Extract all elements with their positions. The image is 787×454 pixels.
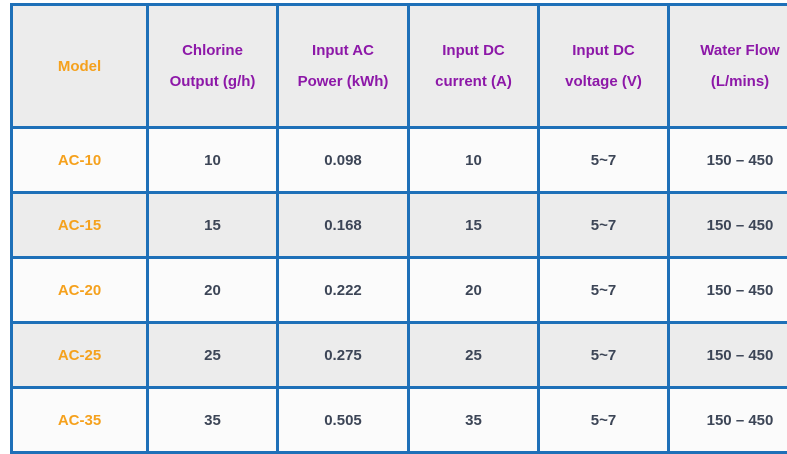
table-row: AC-10 10 0.098 10 5~7 150 – 450 <box>12 128 787 193</box>
column-header-input-dc-current: Input DC current (A) <box>409 5 539 128</box>
value-cell: 25 <box>409 323 539 388</box>
model-cell: AC-15 <box>12 193 148 258</box>
model-cell: AC-10 <box>12 128 148 193</box>
column-header-water-flow: Water Flow (L/mins) <box>669 5 787 128</box>
value-cell: 5~7 <box>539 388 669 453</box>
value-cell: 5~7 <box>539 258 669 323</box>
model-cell: AC-25 <box>12 323 148 388</box>
value-cell: 20 <box>409 258 539 323</box>
header-row: Model Chlorine Output (g/h) Input AC Pow… <box>12 5 787 128</box>
column-header-input-dc-voltage: Input DC voltage (V) <box>539 5 669 128</box>
value-cell: 15 <box>409 193 539 258</box>
value-cell: 20 <box>148 258 278 323</box>
value-cell: 5~7 <box>539 128 669 193</box>
column-header-chlorine-output: Chlorine Output (g/h) <box>148 5 278 128</box>
product-spec-table: Model Chlorine Output (g/h) Input AC Pow… <box>10 3 787 454</box>
value-cell: 10 <box>409 128 539 193</box>
value-cell: 5~7 <box>539 323 669 388</box>
table-row: AC-20 20 0.222 20 5~7 150 – 450 <box>12 258 787 323</box>
value-cell: 150 – 450 <box>669 323 787 388</box>
value-cell: 0.275 <box>278 323 409 388</box>
column-header-input-ac-power: Input AC Power (kWh) <box>278 5 409 128</box>
table-row: AC-15 15 0.168 15 5~7 150 – 450 <box>12 193 787 258</box>
spec-table-container: Model Chlorine Output (g/h) Input AC Pow… <box>10 3 787 454</box>
value-cell: 150 – 450 <box>669 128 787 193</box>
table-row: AC-25 25 0.275 25 5~7 150 – 450 <box>12 323 787 388</box>
value-cell: 5~7 <box>539 193 669 258</box>
value-cell: 10 <box>148 128 278 193</box>
value-cell: 0.222 <box>278 258 409 323</box>
value-cell: 150 – 450 <box>669 388 787 453</box>
value-cell: 0.098 <box>278 128 409 193</box>
value-cell: 0.168 <box>278 193 409 258</box>
value-cell: 35 <box>409 388 539 453</box>
value-cell: 150 – 450 <box>669 193 787 258</box>
value-cell: 150 – 450 <box>669 258 787 323</box>
value-cell: 0.505 <box>278 388 409 453</box>
value-cell: 15 <box>148 193 278 258</box>
value-cell: 25 <box>148 323 278 388</box>
model-cell: AC-35 <box>12 388 148 453</box>
column-header-model: Model <box>12 5 148 128</box>
value-cell: 35 <box>148 388 278 453</box>
model-cell: AC-20 <box>12 258 148 323</box>
table-row: AC-35 35 0.505 35 5~7 150 – 450 <box>12 388 787 453</box>
